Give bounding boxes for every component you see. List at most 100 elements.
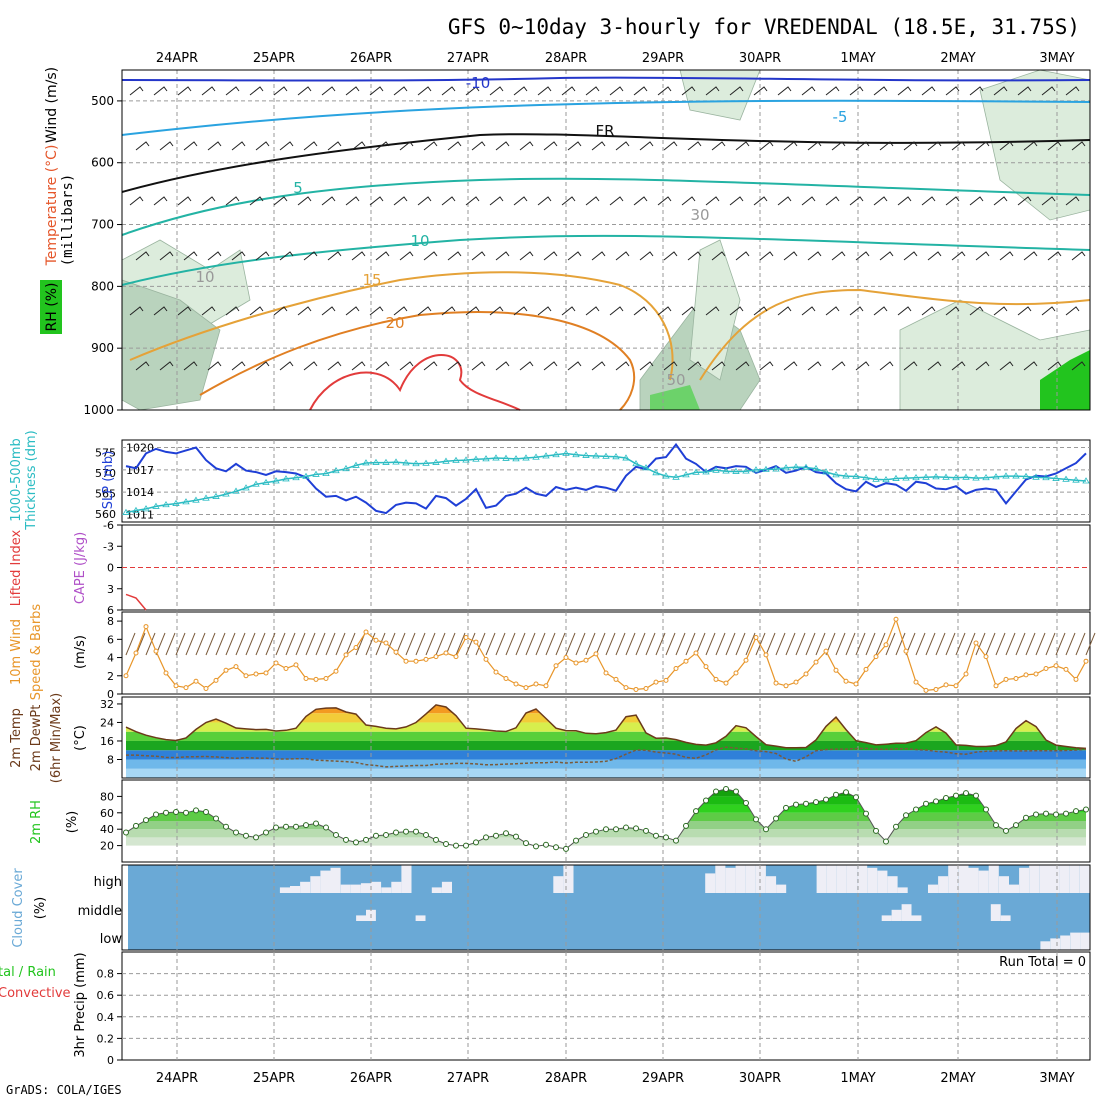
temperature-contour xyxy=(699,288,1091,381)
cloud-middle-bar xyxy=(901,904,912,921)
y-tick-label: 500 xyxy=(91,94,114,108)
wind-barb-10m xyxy=(1035,632,1046,656)
temp-line xyxy=(125,704,1087,750)
wind-barb-10m xyxy=(575,632,586,656)
rh-point xyxy=(553,844,559,851)
wind-barb-10m xyxy=(605,632,616,656)
wind-barb-10m xyxy=(785,632,796,656)
wind-barb xyxy=(561,306,576,316)
wind-barb-10m xyxy=(165,632,176,656)
wind-speed-point xyxy=(453,654,459,660)
rh-high-region xyxy=(650,385,700,410)
wind-barb-10m xyxy=(1055,632,1066,656)
wind-barb-10m xyxy=(915,632,926,656)
wind-barb-10m xyxy=(835,632,846,656)
contour-label: 20 xyxy=(385,314,404,332)
y-tick-label: -3 xyxy=(103,540,114,553)
rh-point xyxy=(1043,810,1049,817)
wind-barb-10m xyxy=(725,632,736,656)
cloud-high-bar xyxy=(928,884,939,893)
wind-barb xyxy=(945,306,960,316)
wind-barb xyxy=(615,251,630,261)
wind-barb-10m xyxy=(885,632,896,656)
wind-barb xyxy=(417,306,432,316)
wind-barb xyxy=(537,196,552,206)
thickness-point xyxy=(142,505,150,512)
wind-barb xyxy=(345,306,360,316)
wind-speed-point xyxy=(243,673,249,679)
wind-speed-point xyxy=(583,657,589,663)
wind-barb-10m xyxy=(525,632,536,656)
date-label-top: 29APR xyxy=(642,51,684,66)
wind-barb xyxy=(441,196,456,206)
rh-point xyxy=(933,798,939,805)
rh-point xyxy=(613,826,619,833)
wind-speed-point xyxy=(1063,666,1069,672)
wind-barb xyxy=(999,141,1014,151)
wind-barb-10m xyxy=(745,632,756,656)
contour-label: 50 xyxy=(666,371,685,389)
wind-barb xyxy=(225,86,240,96)
run-total-label: Run Total = 0 xyxy=(999,955,1086,970)
thickness-point xyxy=(292,473,300,481)
rh-point xyxy=(633,825,639,832)
wind-barb-10m xyxy=(615,632,626,656)
wind-barb xyxy=(897,196,912,206)
wind-barb xyxy=(969,86,984,96)
wind-barb-10m xyxy=(435,632,446,656)
temperature-contour xyxy=(121,234,1091,286)
wind-barb xyxy=(1041,86,1056,96)
wind-barb xyxy=(663,361,678,371)
wind-barb xyxy=(927,361,942,371)
wind-barb-10m xyxy=(495,632,506,656)
wind-barb xyxy=(135,251,150,261)
wind-label: 10m Wind xyxy=(9,619,24,685)
wind-barb xyxy=(681,196,696,206)
wind-barb-10m xyxy=(175,632,186,656)
y-tick-label: 8 xyxy=(107,615,114,628)
wind-speed-point xyxy=(773,680,779,686)
wind-barb xyxy=(567,141,582,151)
wind-barb xyxy=(255,251,270,261)
wind-barb xyxy=(513,306,528,316)
wind-speed-point xyxy=(363,629,369,635)
wind-barb xyxy=(351,361,366,371)
date-label-top: 3MAY xyxy=(1039,51,1074,66)
slp-tick-label: 1020 xyxy=(126,441,154,454)
rh-point xyxy=(563,845,569,852)
thickness-point xyxy=(322,469,330,477)
thickness-point xyxy=(782,464,790,471)
rh-point xyxy=(263,829,269,836)
chart-title: GFS 0~10day 3-hourly for VREDENDAL (18.5… xyxy=(448,15,1080,39)
thickness-point xyxy=(972,474,980,481)
wind-barb xyxy=(849,306,864,316)
wind-barb xyxy=(951,141,966,151)
wind-barb-10m xyxy=(465,632,476,656)
wind-barb xyxy=(471,251,486,261)
wind-barb-10m xyxy=(945,632,956,656)
wind-barb xyxy=(615,141,630,151)
precip-total-label: tal / Rain xyxy=(0,965,56,980)
wind-speed-point xyxy=(303,676,309,682)
thickness-point xyxy=(372,458,380,465)
wind-barb xyxy=(519,251,534,261)
wind-speed-point xyxy=(143,624,149,630)
wind-speed-point xyxy=(233,664,239,670)
slp-tick-label: 1014 xyxy=(126,486,154,499)
cloud-high-bar xyxy=(1039,865,1050,893)
wind-barb xyxy=(975,141,990,151)
cloud-high-bar xyxy=(310,876,321,893)
thickness-point xyxy=(342,464,350,472)
wind-barb xyxy=(153,306,168,316)
rh-point xyxy=(453,842,459,849)
thickness-point xyxy=(1032,473,1040,480)
wind-speed-point xyxy=(803,671,809,677)
wind-barb xyxy=(297,306,312,316)
wind-barb xyxy=(729,86,744,96)
thickness-point xyxy=(262,478,270,486)
wind-barb xyxy=(399,141,414,151)
date-label-bottom: 2MAY xyxy=(940,1071,975,1086)
wind-barb xyxy=(279,361,294,371)
y-tick-label: 32 xyxy=(100,698,114,711)
thickness-point xyxy=(532,453,540,460)
